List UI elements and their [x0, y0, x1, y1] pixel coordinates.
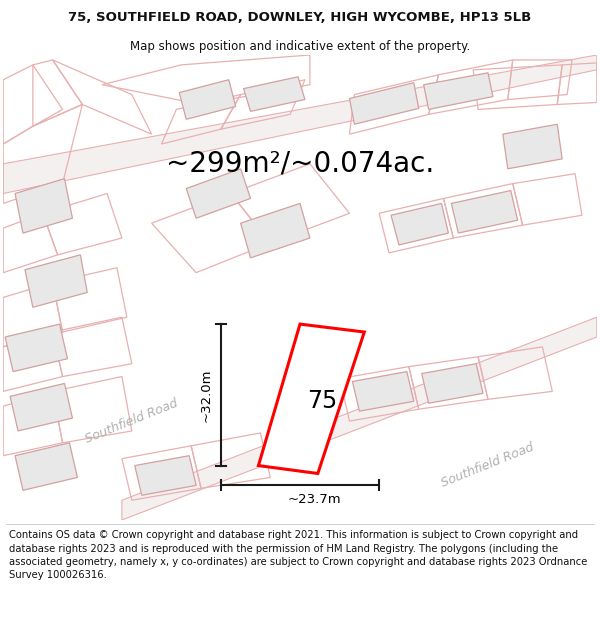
Polygon shape [25, 255, 87, 308]
Text: 75: 75 [307, 389, 337, 413]
Polygon shape [259, 324, 364, 474]
Text: ~32.0m: ~32.0m [200, 368, 213, 422]
Polygon shape [422, 364, 483, 403]
Polygon shape [241, 203, 310, 258]
Polygon shape [122, 317, 597, 520]
Polygon shape [10, 384, 73, 431]
Text: ~299m²/~0.074ac.: ~299m²/~0.074ac. [166, 150, 434, 178]
Text: ~23.7m: ~23.7m [288, 493, 341, 506]
Text: 75, SOUTHFIELD ROAD, DOWNLEY, HIGH WYCOMBE, HP13 5LB: 75, SOUTHFIELD ROAD, DOWNLEY, HIGH WYCOM… [68, 11, 532, 24]
Text: Contains OS data © Crown copyright and database right 2021. This information is : Contains OS data © Crown copyright and d… [9, 531, 587, 580]
Polygon shape [179, 80, 236, 119]
Text: Map shows position and indicative extent of the property.: Map shows position and indicative extent… [130, 39, 470, 52]
Polygon shape [5, 324, 67, 372]
Polygon shape [135, 456, 196, 495]
Polygon shape [424, 72, 493, 109]
Polygon shape [15, 443, 77, 491]
Text: Southfield Road: Southfield Road [440, 441, 536, 490]
Polygon shape [451, 191, 518, 233]
Polygon shape [186, 169, 251, 218]
Polygon shape [503, 124, 562, 169]
Polygon shape [391, 203, 448, 245]
Polygon shape [349, 82, 419, 124]
Polygon shape [352, 372, 414, 411]
Text: Southfield Road: Southfield Road [83, 396, 180, 446]
Polygon shape [244, 77, 305, 111]
Polygon shape [3, 55, 597, 194]
Polygon shape [15, 179, 73, 233]
